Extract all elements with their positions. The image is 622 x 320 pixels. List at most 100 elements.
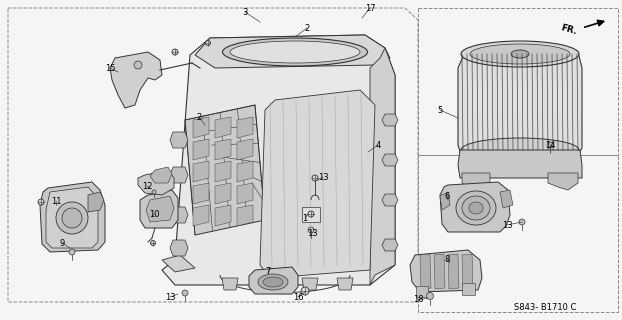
Polygon shape [382,154,398,166]
Polygon shape [440,182,510,232]
Circle shape [38,199,44,205]
Polygon shape [215,183,231,204]
Circle shape [427,292,434,300]
Polygon shape [382,239,398,251]
Polygon shape [193,161,209,182]
Text: 5: 5 [437,106,443,115]
Ellipse shape [461,41,579,67]
Polygon shape [237,139,253,160]
Polygon shape [195,35,390,68]
Polygon shape [262,278,278,290]
Polygon shape [448,254,459,289]
Text: 13: 13 [165,292,175,301]
Text: FR.: FR. [560,23,578,36]
Polygon shape [462,173,490,190]
Ellipse shape [511,50,529,58]
Polygon shape [215,205,231,226]
Polygon shape [150,167,172,183]
Circle shape [312,175,318,181]
Polygon shape [140,190,178,228]
Polygon shape [146,196,174,222]
Ellipse shape [230,41,360,63]
Text: S843- B1710 C: S843- B1710 C [514,303,576,313]
Polygon shape [215,161,231,182]
Polygon shape [500,190,513,208]
Text: 16: 16 [293,292,304,301]
Circle shape [519,219,525,225]
Polygon shape [215,139,231,160]
Polygon shape [162,255,195,272]
Text: 13: 13 [318,172,328,181]
Circle shape [69,249,75,255]
Polygon shape [416,286,428,297]
Text: 2: 2 [197,113,202,122]
Polygon shape [434,254,445,289]
Polygon shape [302,278,318,290]
Circle shape [308,227,314,233]
Circle shape [205,41,210,45]
Polygon shape [249,267,298,294]
Polygon shape [458,150,582,178]
Ellipse shape [469,202,483,214]
Polygon shape [40,182,105,252]
Polygon shape [88,192,104,212]
Polygon shape [237,183,253,204]
Polygon shape [215,117,231,138]
Polygon shape [170,132,188,148]
Polygon shape [193,117,209,138]
Text: 13: 13 [307,228,317,237]
Polygon shape [458,52,582,158]
Text: 14: 14 [545,140,555,149]
Polygon shape [302,207,320,222]
Polygon shape [382,194,398,206]
Polygon shape [260,90,375,278]
Polygon shape [462,283,475,295]
Polygon shape [110,52,162,108]
Text: 18: 18 [412,295,424,305]
Ellipse shape [456,191,496,225]
Text: 3: 3 [243,7,248,17]
Polygon shape [193,139,209,160]
Polygon shape [222,278,238,290]
Ellipse shape [134,61,142,69]
Polygon shape [462,254,473,289]
Polygon shape [370,48,395,285]
Circle shape [172,49,178,55]
Polygon shape [548,173,578,190]
Polygon shape [170,240,188,256]
Text: 15: 15 [104,63,115,73]
Text: 12: 12 [142,181,152,190]
Polygon shape [46,187,98,248]
Polygon shape [170,207,188,223]
Text: 9: 9 [59,238,65,247]
Text: 1: 1 [302,213,308,222]
Ellipse shape [461,138,579,162]
Text: 13: 13 [502,220,513,229]
Polygon shape [170,167,188,183]
Polygon shape [193,205,209,226]
Ellipse shape [223,38,368,66]
Polygon shape [185,105,265,235]
Text: 6: 6 [444,191,450,201]
Text: 8: 8 [444,255,450,265]
Text: 10: 10 [149,210,159,219]
Text: 17: 17 [364,4,375,12]
Circle shape [182,290,188,296]
Polygon shape [162,35,395,285]
Ellipse shape [263,277,283,287]
Ellipse shape [62,208,82,228]
Text: 4: 4 [375,140,381,149]
Polygon shape [410,250,482,292]
Ellipse shape [258,274,288,290]
Ellipse shape [470,44,570,64]
Polygon shape [337,278,353,290]
Ellipse shape [56,202,88,234]
Circle shape [547,142,553,148]
Circle shape [308,211,314,217]
Circle shape [152,190,156,194]
Circle shape [151,241,156,245]
Polygon shape [237,161,253,182]
Polygon shape [138,170,174,195]
Text: 7: 7 [266,268,271,276]
Circle shape [301,287,309,295]
